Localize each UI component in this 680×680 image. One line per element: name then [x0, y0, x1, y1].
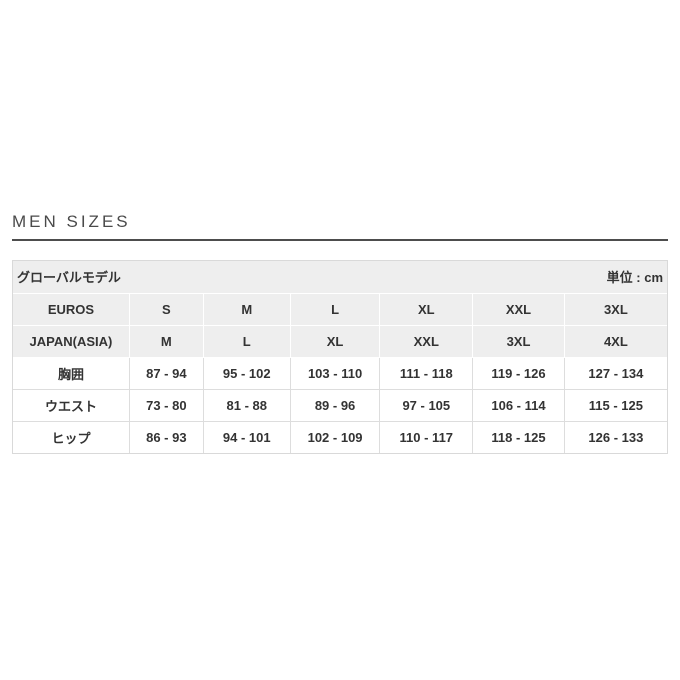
size-cell: 3XL	[563, 292, 668, 326]
measurement-cell: 111 - 118	[379, 356, 474, 390]
measurement-cell: 127 - 134	[563, 356, 668, 390]
row-label-waist: ウエスト	[12, 388, 130, 422]
caption-cell: グローバルモデル 単位 : cm	[12, 260, 668, 294]
title-underline	[12, 239, 668, 241]
measurement-cell: 115 - 125	[563, 388, 668, 422]
size-row-euros: EUROS S M L XL XXL 3XL	[12, 292, 668, 326]
model-label: グローバルモデル	[17, 270, 121, 286]
size-cell: L	[202, 324, 291, 358]
measurement-row-hip: ヒップ 86 - 93 94 - 101 102 - 109 110 - 117…	[12, 420, 668, 454]
size-cell: M	[128, 324, 204, 358]
measurement-cell: 119 - 126	[472, 356, 565, 390]
size-chart-table-wrapper: グローバルモデル 単位 : cm EUROS S M L XL XXL 3XL	[12, 260, 668, 454]
measurement-cell: 94 - 101	[202, 420, 291, 454]
measurement-cell: 81 - 88	[202, 388, 291, 422]
row-label-chest: 胸囲	[12, 356, 130, 390]
size-cell: M	[202, 292, 291, 326]
size-cell: XXL	[472, 292, 565, 326]
measurement-row-chest: 胸囲 87 - 94 95 - 102 103 - 110 111 - 118 …	[12, 356, 668, 390]
caption-row: グローバルモデル 単位 : cm	[12, 260, 668, 294]
row-label-japan-asia: JAPAN(ASIA)	[12, 324, 130, 358]
measurement-cell: 73 - 80	[128, 388, 204, 422]
size-cell: XL	[379, 292, 474, 326]
page-title: MEN SIZES	[12, 212, 131, 231]
unit-label: 単位 : cm	[606, 270, 663, 286]
size-chart-table: グローバルモデル 単位 : cm EUROS S M L XL XXL 3XL	[12, 260, 668, 454]
measurement-cell: 106 - 114	[472, 388, 565, 422]
measurement-cell: 89 - 96	[289, 388, 381, 422]
size-cell: XXL	[379, 324, 474, 358]
measurement-cell: 102 - 109	[289, 420, 381, 454]
size-cell: XL	[289, 324, 381, 358]
size-chart-section: MEN SIZES グローバルモデル 単位 : cm	[12, 0, 668, 454]
size-cell: 4XL	[563, 324, 668, 358]
caption-flex: グローバルモデル 単位 : cm	[17, 267, 663, 286]
row-label-euros: EUROS	[12, 292, 130, 326]
size-cell: 3XL	[472, 324, 565, 358]
measurement-cell: 110 - 117	[379, 420, 474, 454]
measurement-cell: 103 - 110	[289, 356, 381, 390]
measurement-row-waist: ウエスト 73 - 80 81 - 88 89 - 96 97 - 105 10…	[12, 388, 668, 422]
measurement-cell: 95 - 102	[202, 356, 291, 390]
size-cell: S	[128, 292, 204, 326]
measurement-cell: 86 - 93	[128, 420, 204, 454]
measurement-cell: 97 - 105	[379, 388, 474, 422]
measurement-cell: 118 - 125	[472, 420, 565, 454]
measurement-cell: 87 - 94	[128, 356, 204, 390]
row-label-hip: ヒップ	[12, 420, 130, 454]
size-cell: L	[289, 292, 381, 326]
measurement-cell: 126 - 133	[563, 420, 668, 454]
size-row-japan-asia: JAPAN(ASIA) M L XL XXL 3XL 4XL	[12, 324, 668, 358]
